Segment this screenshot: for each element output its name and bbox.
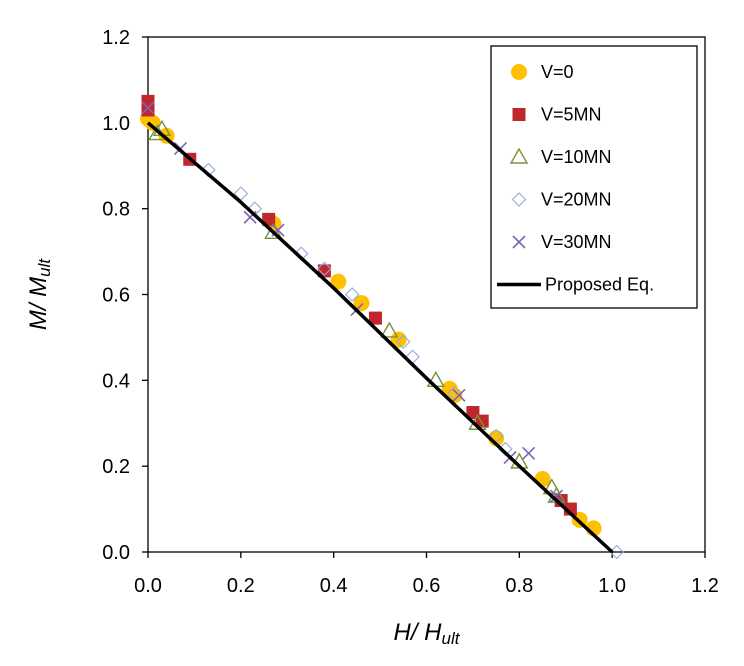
data-point-v-5mn [141,103,155,117]
y-tick-label: 1.0 [102,113,130,135]
data-point-v-30mn [522,446,536,460]
x-axis-label-sub: ult [442,629,461,648]
data-point-v-30mn [549,489,564,503]
x-tick-label: 0.4 [320,575,348,597]
x-tick-label: 0.6 [413,575,441,597]
legend-label-v-30mn: V=30MN [541,232,612,252]
legend-swatch-v-0 [511,64,527,80]
x-axis-label: H/ Hult [394,619,461,648]
legend-swatch-v-30mn-stroke [512,235,526,249]
y-tick-label: 0.0 [102,542,130,564]
legend-label-proposed-eq: Proposed Eq. [545,275,654,295]
data-point-v-10mn [380,321,399,338]
x-tick-label: 1.0 [598,575,626,597]
y-tick-label: 0.6 [102,285,130,307]
data-point-v-30mn [452,388,466,402]
legend-box [490,45,698,309]
legend-label-v-0: V=0 [541,62,574,82]
data-point-v-20mn [344,287,360,302]
x-axis-label-main: H/ H [394,619,443,646]
y-tick-label: 1.2 [102,27,130,49]
y-tick-label: 0.8 [102,199,130,221]
legend: V=0 V=5MN V=10MN V=20MN V=30MN Proposed Eq. [490,45,698,309]
series-line-proposed-eq [146,121,614,554]
legend-label-v-10mn: V=10MN [541,147,612,167]
legend-swatch-v-5mn [512,108,526,121]
data-point-v-30mn-stroke [452,388,466,402]
y-axis-label: M/ Mult [25,258,54,331]
axes: 0.0 0.2 0.4 0.6 0.8 1.0 1.2 0.0 0.2 0.4 0.6 0.8 1.0 1… [102,27,719,597]
x-tick-label: 0.8 [505,575,533,597]
data-point-v-5mn [368,311,382,325]
x-tick-label: 1.2 [691,575,719,597]
y-axis-label-sub: ult [35,258,54,277]
proposed-line-layer [146,121,614,554]
x-tick-label: 0.0 [134,575,162,597]
x-tick-label: 0.2 [227,575,255,597]
data-point-v-30mn-stroke [549,489,564,503]
data-point-v-0 [330,273,347,290]
y-axis-label-main: M/ M [25,277,52,330]
data-point-v-30mn-stroke [141,101,155,115]
data-point-v-20mn [396,334,411,349]
data-point-v-30mn-stroke [522,446,536,460]
data-point-v-30mn [141,101,155,115]
data-point-v-20mn [317,261,332,277]
legend-swatch-v-30mn [512,235,526,249]
y-tick-label: 0.4 [102,370,130,392]
data-point-v-10mn [542,478,562,495]
legend-label-v-5mn: V=5MN [541,105,602,125]
y-tick-label: 0.2 [102,456,130,478]
legend-swatch-v-20mn [511,192,527,207]
legend-swatch-v-10mn [509,147,529,164]
legend-label-v-20mn: V=20MN [541,190,612,210]
data-point-v-20mn [609,544,625,560]
data-point-v-0 [353,295,370,312]
